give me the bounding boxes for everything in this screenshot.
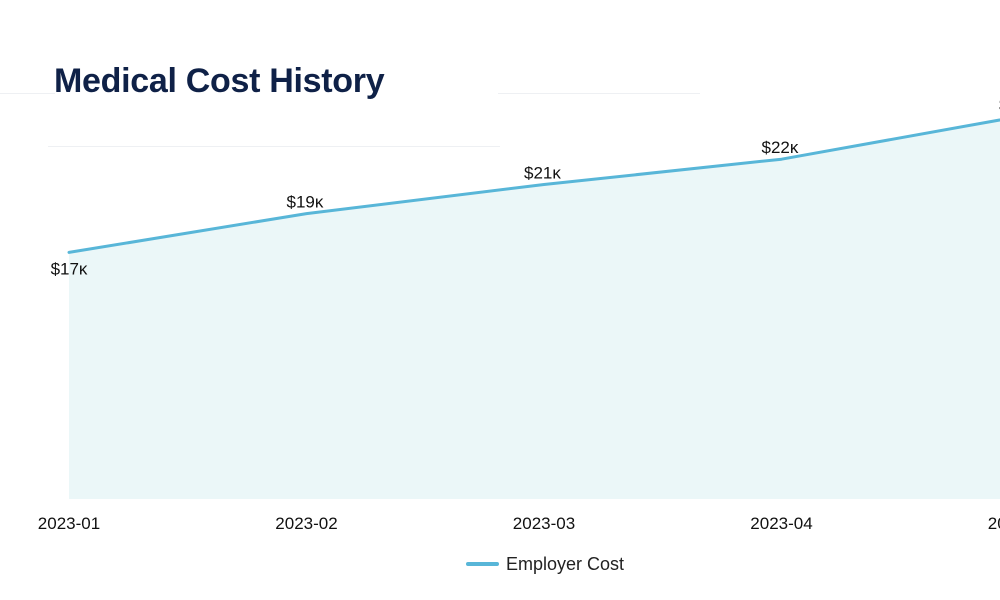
data-label: $19κ: [287, 193, 324, 212]
data-label: $22κ: [762, 138, 799, 157]
data-label: $21κ: [524, 163, 561, 182]
chart-title: Medical Cost History: [54, 62, 385, 100]
x-tick-label: 2023-02: [275, 514, 337, 533]
header-rule-right: [498, 93, 700, 94]
title-underline-rule: [48, 146, 500, 147]
data-label: $17κ: [51, 259, 88, 278]
legend: Employer Cost: [466, 553, 624, 575]
x-tick-label: 2023-05: [988, 514, 1000, 533]
header-rule-left: [0, 93, 55, 94]
legend-label: Employer Cost: [506, 553, 625, 574]
x-tick-label: 2023-01: [38, 514, 100, 533]
x-axis-tick-labels: 2023-01 2023-02 2023-03 2023-04 2023-05: [38, 514, 1000, 533]
x-tick-label: 2023-04: [750, 514, 812, 533]
x-tick-label: 2023-03: [513, 514, 575, 533]
series-line: [67, 118, 1000, 254]
legend-swatch: [466, 562, 499, 566]
